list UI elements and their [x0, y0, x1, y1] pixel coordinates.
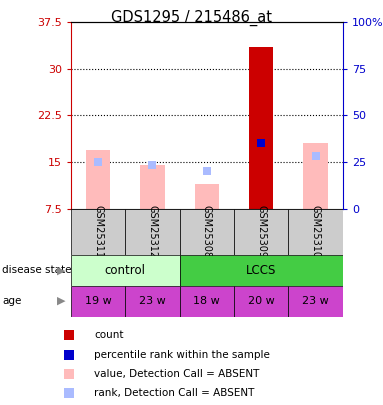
Point [204, 168, 210, 175]
Text: count: count [95, 330, 124, 340]
Bar [303, 143, 328, 209]
Text: ▶: ▶ [57, 296, 65, 306]
Text: GSM25308: GSM25308 [202, 205, 212, 258]
Text: 23 w: 23 w [302, 296, 329, 306]
Text: GSM25310: GSM25310 [311, 205, 321, 258]
Bar [234, 209, 288, 255]
Bar [180, 286, 234, 317]
Bar [234, 286, 288, 317]
Bar [195, 184, 219, 209]
Bar [288, 209, 343, 255]
Text: control: control [105, 264, 146, 277]
Text: GSM25311: GSM25311 [93, 205, 103, 258]
Text: GDS1295 / 215486_at: GDS1295 / 215486_at [111, 10, 272, 26]
Bar [86, 149, 110, 209]
Text: GSM25312: GSM25312 [147, 205, 157, 258]
Bar [288, 286, 343, 317]
Bar [125, 209, 180, 255]
Text: ▶: ▶ [57, 265, 65, 275]
Point [149, 162, 155, 168]
Text: value, Detection Call = ABSENT: value, Detection Call = ABSENT [95, 369, 260, 379]
Bar [140, 165, 165, 209]
Text: GSM25309: GSM25309 [256, 205, 266, 258]
Bar [71, 255, 180, 286]
Text: age: age [2, 296, 21, 306]
Bar [125, 286, 180, 317]
Point [258, 140, 264, 147]
Text: 19 w: 19 w [85, 296, 111, 306]
Point [313, 153, 319, 159]
Text: percentile rank within the sample: percentile rank within the sample [95, 350, 270, 360]
Bar [180, 255, 343, 286]
Bar [71, 286, 125, 317]
Text: 23 w: 23 w [139, 296, 166, 306]
Point [95, 159, 101, 165]
Bar [71, 209, 125, 255]
Point [66, 332, 72, 339]
Text: rank, Detection Call = ABSENT: rank, Detection Call = ABSENT [95, 388, 255, 398]
Text: disease state: disease state [2, 265, 71, 275]
Text: LCCS: LCCS [246, 264, 277, 277]
Point [66, 390, 72, 396]
Bar [180, 209, 234, 255]
Point [66, 352, 72, 358]
Point [66, 371, 72, 378]
Text: 20 w: 20 w [248, 296, 275, 306]
Text: 18 w: 18 w [193, 296, 220, 306]
Bar [249, 47, 273, 209]
